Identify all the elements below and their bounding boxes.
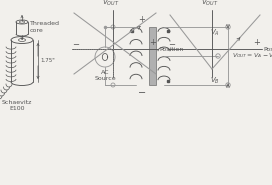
Text: $V_{OUT}$: $V_{OUT}$	[201, 0, 219, 8]
Text: $-$: $-$	[72, 38, 80, 47]
Text: $V_{OUT}$: $V_{OUT}$	[102, 0, 120, 8]
Text: $-$: $-$	[168, 38, 176, 47]
Text: $+$: $+$	[253, 37, 261, 47]
Text: +: +	[138, 15, 146, 24]
Text: Position: Position	[159, 47, 183, 52]
Bar	[149, 27, 156, 85]
Text: $V_{OUT}=V_A-V_B$: $V_{OUT}=V_A-V_B$	[232, 52, 272, 60]
Text: 1.75": 1.75"	[40, 58, 55, 63]
Text: $+$: $+$	[149, 37, 157, 47]
Text: $V_A$: $V_A$	[210, 28, 220, 38]
Text: $V_B$: $V_B$	[210, 76, 220, 86]
Text: Schaevitz
E100: Schaevitz E100	[2, 100, 32, 111]
Text: AC
Source: AC Source	[94, 70, 116, 81]
Ellipse shape	[18, 38, 26, 41]
Text: −: −	[138, 88, 146, 98]
Text: Threaded
core: Threaded core	[30, 21, 60, 33]
Text: Position: Position	[263, 47, 272, 52]
